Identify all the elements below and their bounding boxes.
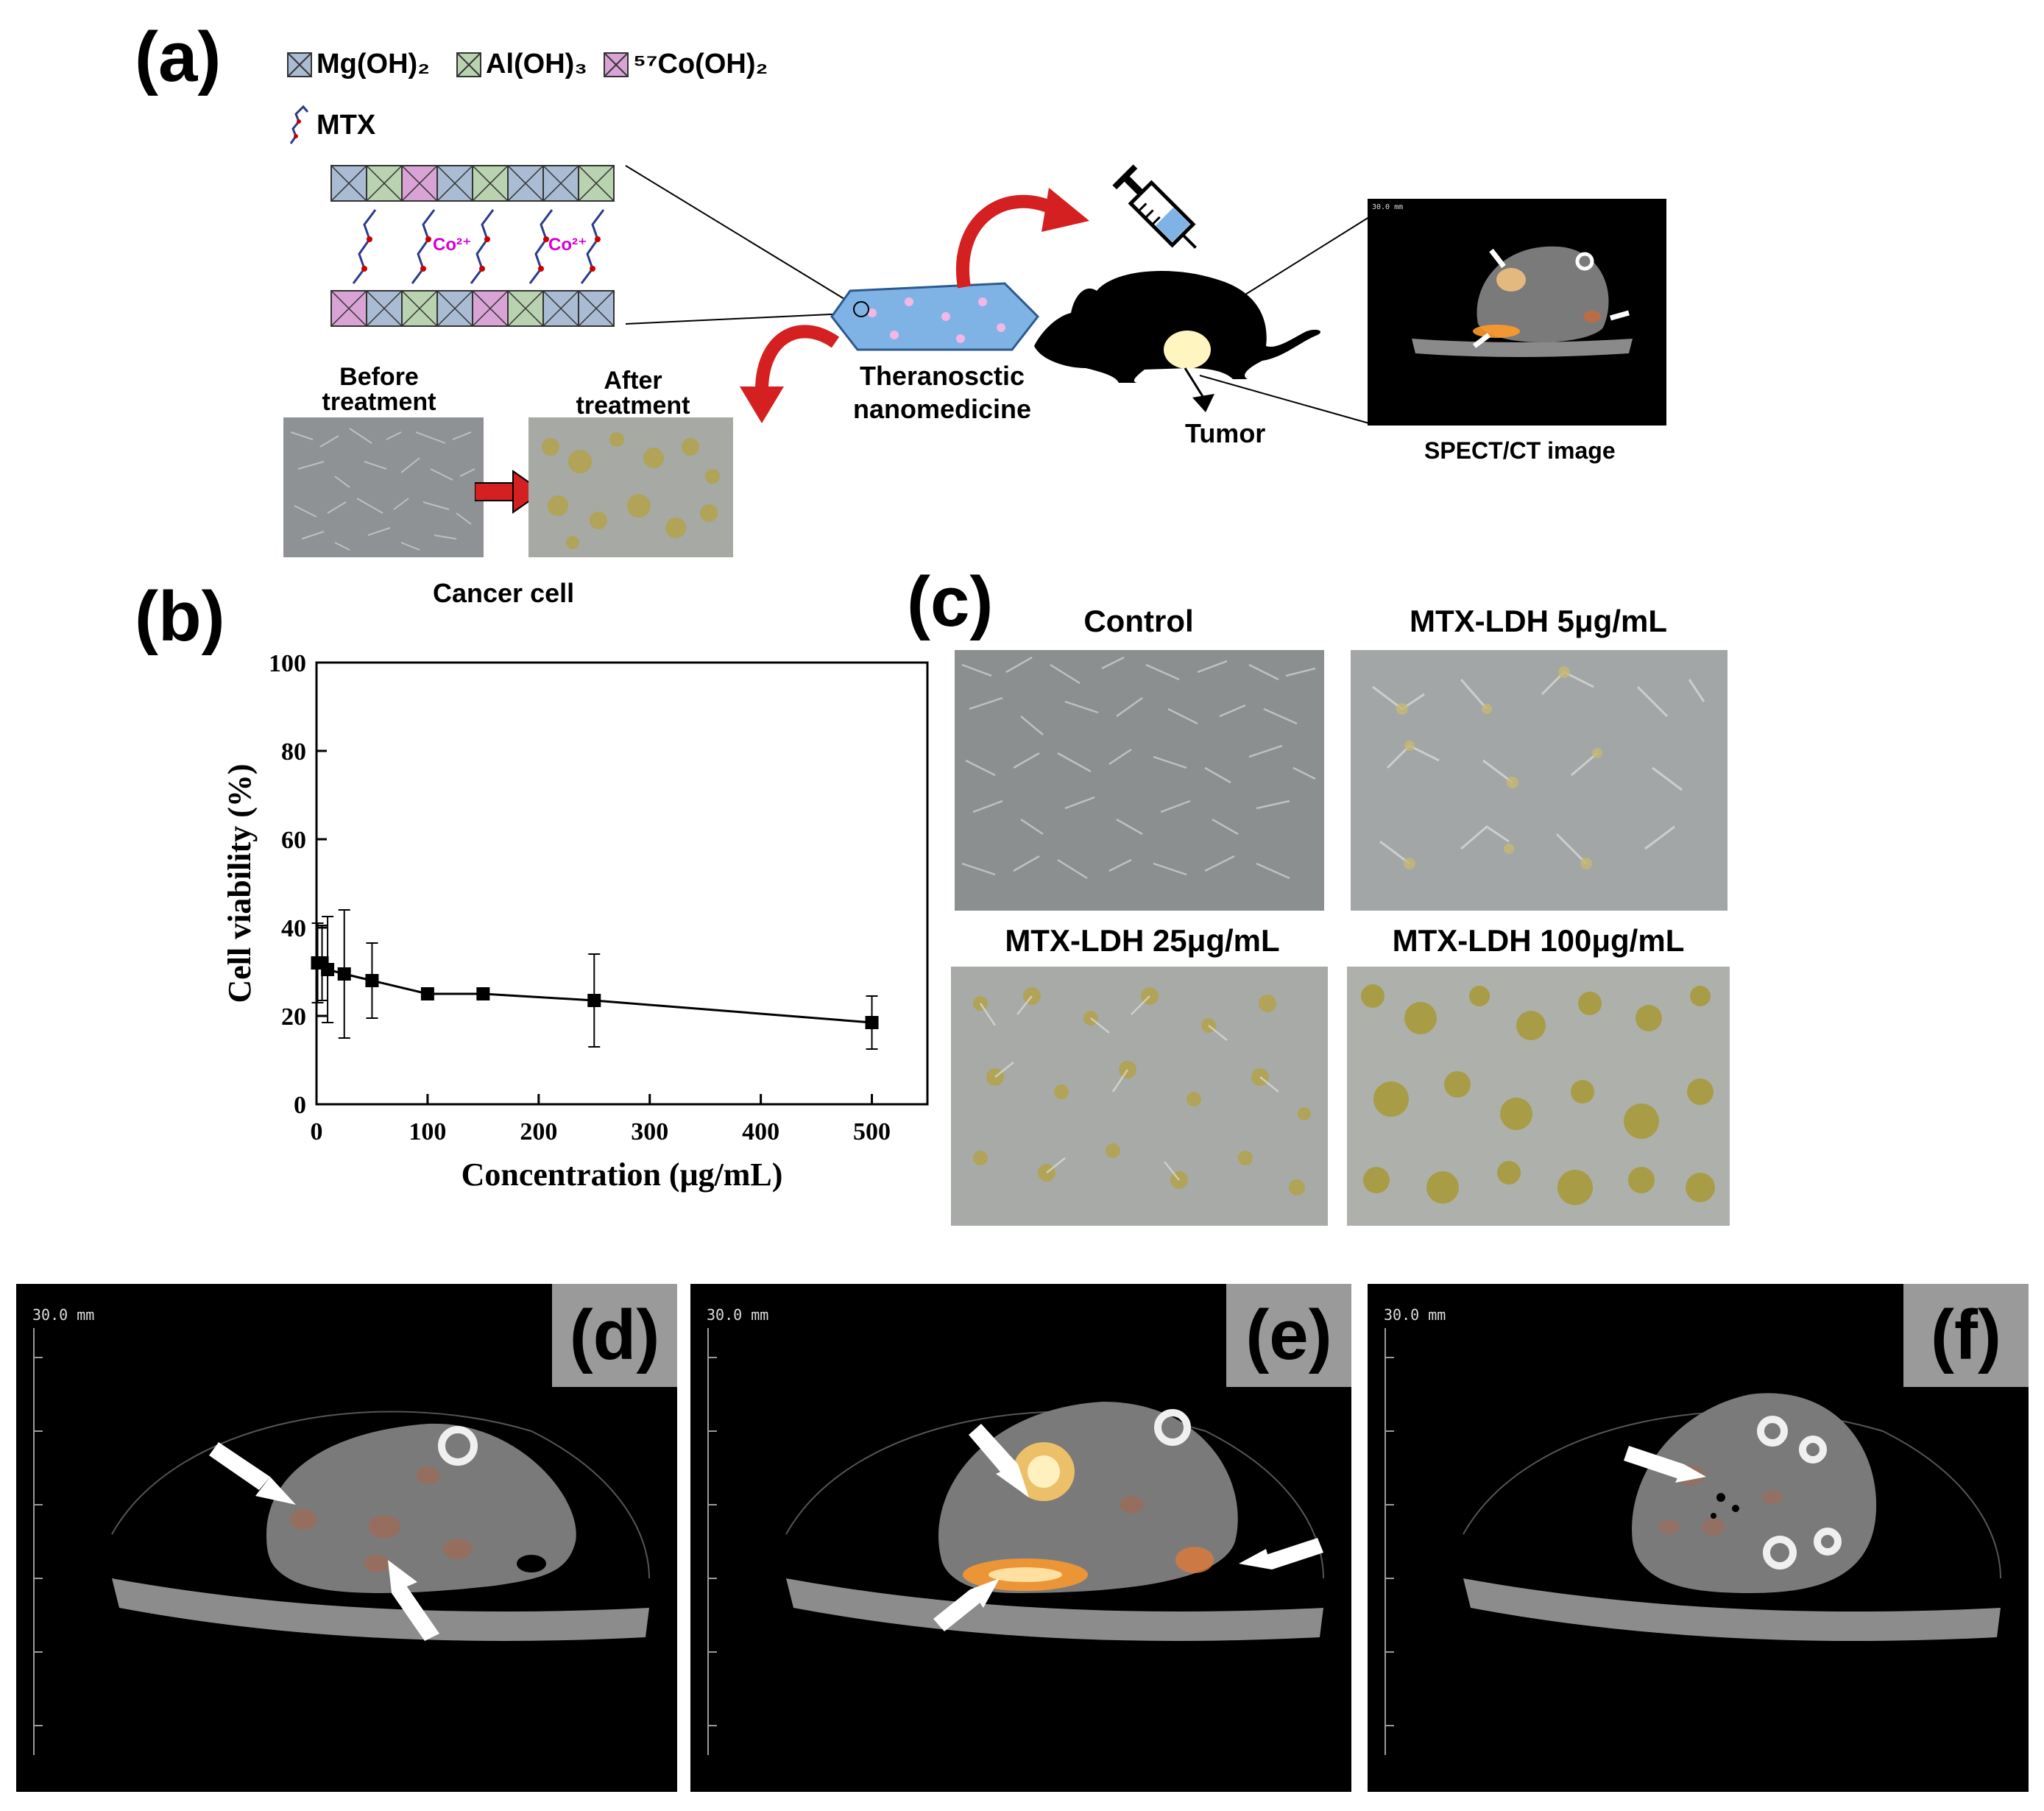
panel-label-e: (e) — [1226, 1284, 1351, 1387]
red-arrow-to-mouse — [956, 188, 1089, 289]
legend-cooh2: ⁵⁷Co(OH)₂ — [604, 49, 768, 80]
ldh25-title: MTX-LDH 25μg/mL — [1005, 923, 1280, 958]
y-tick-label: 20 — [281, 1003, 306, 1031]
legend-swatch-aloh3 — [456, 52, 481, 77]
panel-label-c: (c) — [907, 562, 994, 641]
spect-ct-inset: 30.0 mm — [1368, 199, 1666, 426]
x-tick-label: 300 — [631, 1118, 668, 1145]
ldh25-micrograph — [951, 967, 1328, 1226]
legend-mtx: MTX — [287, 103, 375, 147]
chart-x-axis-label: Concentration (μg/mL) — [462, 1157, 783, 1193]
data-point — [420, 987, 434, 1000]
intercalated-mtx — [352, 209, 605, 284]
y-tick-label: 60 — [281, 827, 306, 854]
legend-label-mtx: MTX — [316, 109, 376, 141]
before-treatment-image — [283, 417, 484, 557]
ldh100-title: MTX-LDH 100μg/mL — [1392, 923, 1685, 958]
legend-label-mgoh2: Mg(OH)₂ — [316, 49, 431, 80]
y-tick-label: 80 — [281, 738, 306, 766]
panel-label-f: (f) — [1903, 1284, 2029, 1387]
syringe-icon — [1112, 164, 1197, 249]
ldh5-micrograph — [1351, 650, 1728, 911]
chart-y-axis-label: Cell viability (%) — [222, 763, 258, 1003]
chart-plot-frame — [315, 661, 929, 1106]
spect-ct-inset-scale: 30.0 mm — [1372, 203, 1404, 211]
ldh-layer-structure — [330, 165, 615, 327]
data-point — [365, 974, 379, 987]
data-point — [321, 963, 335, 976]
red-arrow-to-cells — [740, 325, 840, 423]
legend-label-aloh3: Al(OH)₃ — [486, 49, 587, 80]
cancer-cell-label: Cancer cell — [433, 578, 575, 608]
control-micrograph — [955, 650, 1324, 911]
mtx-molecule-icon — [289, 105, 309, 144]
x-tick-label: 100 — [409, 1118, 446, 1145]
legend-mgoh2: Mg(OH)₂ — [287, 49, 430, 80]
ct-scan-e: 30.0 mm (e) — [690, 1284, 1351, 1792]
legend-swatch-mgoh2 — [287, 52, 312, 77]
ldh-bottom-layer — [330, 290, 615, 327]
control-title: Control — [1083, 604, 1194, 638]
data-point — [865, 1016, 879, 1029]
ct-scale-d: 30.0 mm — [32, 1306, 95, 1324]
x-tick-label: 400 — [742, 1118, 779, 1145]
legend-swatch-cooh2 — [604, 52, 629, 77]
ldh5-title: MTX-LDH 5μg/mL — [1409, 604, 1667, 638]
y-tick-label: 40 — [281, 915, 306, 942]
nanomedicine-label: Theranosctic nanomedicine — [852, 361, 1032, 424]
structure-connector-lines — [625, 165, 1370, 424]
ldh100-micrograph — [1347, 967, 1730, 1226]
legend-aloh3: Al(OH)₃ — [456, 49, 587, 80]
ct-scale-f: 30.0 mm — [1384, 1306, 1446, 1324]
after-treatment-label: After treatment — [576, 367, 690, 420]
y-tick-label: 0 — [294, 1092, 306, 1119]
y-tick-label: 100 — [269, 650, 306, 677]
nanomedicine-particle — [830, 282, 1039, 351]
panel-label-b: (b) — [135, 577, 225, 656]
spect-ct-label: SPECT/CT image — [1424, 437, 1616, 464]
panel-label-d: (d) — [552, 1284, 677, 1387]
data-point — [476, 987, 490, 1000]
after-treatment-image — [528, 417, 733, 557]
panel-label-a: (a) — [135, 18, 222, 96]
ct-scan-f: 30.0 mm (f) — [1368, 1284, 2029, 1792]
x-tick-label: 0 — [311, 1118, 323, 1145]
legend-label-cooh2: ⁵⁷Co(OH)₂ — [633, 49, 768, 80]
ct-scale-e: 30.0 mm — [707, 1306, 769, 1324]
cobalt-ion-label-2: Co²⁺ — [548, 235, 587, 255]
cobalt-ion-label-1: Co²⁺ — [433, 235, 472, 255]
tumor-pointer-arrow — [1184, 367, 1214, 412]
data-point — [587, 994, 601, 1007]
cell-viability-chart: 0 100 200 300 400 500 0 20 40 60 80 100 Concentrati… — [222, 650, 929, 1193]
mouse-silhouette — [1034, 271, 1321, 383]
x-tick-label: 500 — [853, 1118, 891, 1145]
data-point — [337, 967, 351, 981]
tumor-label: Tumor — [1185, 418, 1266, 448]
ct-scan-d: 30.0 mm (d) — [16, 1284, 677, 1792]
treatment-arrow — [475, 470, 544, 514]
x-tick-label: 200 — [520, 1118, 557, 1145]
before-treatment-label: Before treatment — [322, 363, 436, 416]
